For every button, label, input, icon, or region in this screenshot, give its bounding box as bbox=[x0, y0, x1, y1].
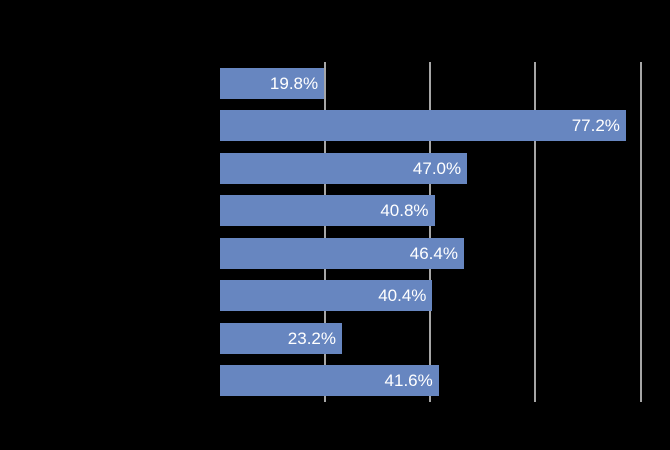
bar-row: 77.2% bbox=[220, 105, 668, 148]
bar-row: 46.4% bbox=[220, 232, 668, 275]
bar: 19.8% bbox=[220, 67, 325, 99]
gridline-20pct bbox=[324, 62, 327, 402]
bar-row: 40.8% bbox=[220, 190, 668, 233]
bar-value-label: 77.2% bbox=[571, 116, 620, 136]
bar: 23.2% bbox=[220, 322, 342, 354]
bar-value-label: 47.0% bbox=[412, 158, 462, 178]
plot-area: 19.8% 77.2% 47.0% 40.8% 46.4% 40.4% 23.2% 41.6% bbox=[220, 62, 668, 402]
gridline-80pct bbox=[639, 62, 642, 402]
bar-row: 41.6% bbox=[220, 360, 668, 403]
gridline-60pct bbox=[534, 62, 537, 402]
bar: 46.4% bbox=[220, 237, 464, 269]
bar: 77.2% bbox=[220, 110, 626, 142]
bar: 40.8% bbox=[220, 195, 435, 227]
bar-row: 23.2% bbox=[220, 317, 668, 360]
bar-rows: 19.8% 77.2% 47.0% 40.8% 46.4% 40.4% 23.2% 41.6% bbox=[220, 62, 668, 402]
bar-row: 40.4% bbox=[220, 275, 668, 318]
bar-row: 19.8% bbox=[220, 62, 668, 105]
bar-value-label: 40.8% bbox=[380, 201, 429, 221]
bar-value-label: 46.4% bbox=[409, 243, 458, 263]
bar: 47.0% bbox=[220, 152, 468, 184]
bar-row: 47.0% bbox=[220, 147, 668, 190]
bar-value-label: 41.6% bbox=[384, 371, 433, 391]
bar: 41.6% bbox=[220, 365, 439, 397]
bar-value-label: 19.8% bbox=[269, 73, 319, 93]
bar-value-label: 40.4% bbox=[378, 286, 427, 306]
bar: 40.4% bbox=[220, 280, 433, 312]
gridline-40pct bbox=[429, 62, 432, 402]
bar-value-label: 23.2% bbox=[287, 328, 336, 348]
